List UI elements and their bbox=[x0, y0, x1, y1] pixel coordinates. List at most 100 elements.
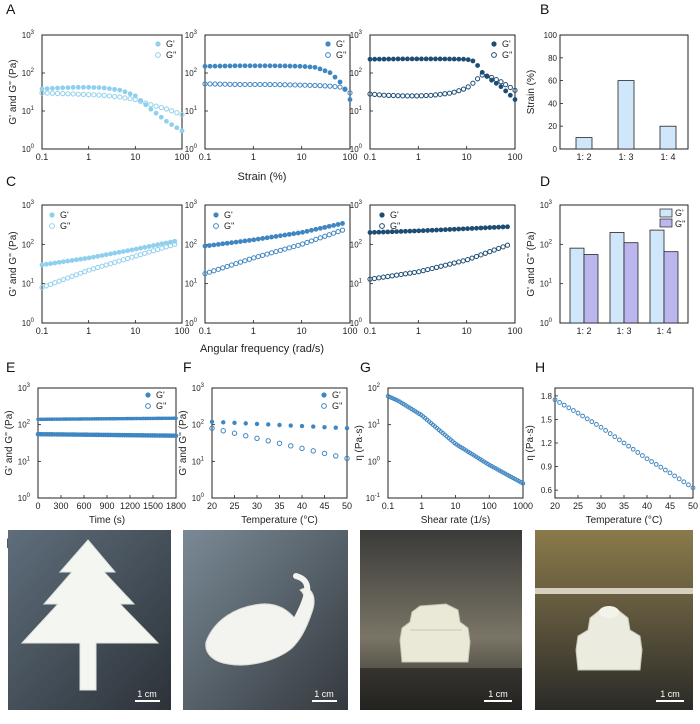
gprime-point bbox=[337, 79, 343, 85]
gprime-point bbox=[273, 234, 279, 239]
gdouble-point bbox=[137, 252, 144, 258]
gdouble-point bbox=[233, 260, 239, 267]
gprime-point bbox=[163, 240, 169, 246]
viscosity-point bbox=[681, 479, 687, 485]
photo-mouse-print: 1 cm bbox=[183, 530, 348, 710]
x-tick-label: 10 bbox=[297, 326, 307, 336]
x-tick-label: 1 bbox=[416, 326, 421, 336]
gdouble-point bbox=[54, 90, 61, 97]
gprime-point bbox=[461, 56, 466, 62]
gprime-point bbox=[215, 242, 221, 247]
gprime-point bbox=[138, 245, 143, 251]
viscosity-point bbox=[653, 461, 659, 467]
gprime-point bbox=[112, 86, 117, 92]
gdouble-point bbox=[237, 259, 244, 265]
viscosity-point bbox=[617, 437, 622, 443]
y-tick-label: 100 bbox=[192, 493, 205, 503]
gprime-point bbox=[146, 244, 152, 249]
gdouble-point bbox=[333, 453, 339, 459]
gdouble-point bbox=[209, 425, 215, 431]
panel-letter-a: A bbox=[6, 1, 16, 17]
scale-bar-i: 1 cm bbox=[137, 689, 157, 699]
gdouble-point bbox=[367, 91, 373, 97]
chart-c1: 0.1 1 10 100 100 101 102 103 G' and G'' (Pa) G'G'… bbox=[8, 200, 190, 336]
gdouble-point bbox=[322, 83, 328, 89]
y-tick-label: 100 bbox=[185, 318, 198, 328]
gprime-point bbox=[496, 224, 502, 230]
gprime-point bbox=[86, 255, 92, 261]
gdouble-point bbox=[101, 92, 107, 98]
viscosity-point bbox=[603, 428, 608, 433]
gdouble-point bbox=[232, 81, 238, 87]
panel-letter-g: G bbox=[360, 359, 371, 375]
gprime-point bbox=[129, 247, 135, 253]
chart-b: 0 20 40 60 80 100 Strain (%) 1: 2 1: 3 1: 4 bbox=[526, 31, 689, 162]
y-tick-label: 101 bbox=[350, 106, 363, 116]
viscosity-point bbox=[612, 434, 618, 440]
y-tick-label: 102 bbox=[22, 68, 35, 78]
gdouble-point bbox=[312, 82, 318, 89]
legend-label-gdouble: G'' bbox=[390, 221, 401, 231]
gprime-point bbox=[86, 84, 92, 90]
gdouble-point bbox=[150, 248, 156, 254]
gprime-point bbox=[95, 253, 101, 259]
gdouble-point bbox=[308, 238, 315, 244]
gdouble-point bbox=[451, 89, 457, 95]
gdouble-point bbox=[86, 92, 92, 98]
gdouble-point bbox=[409, 93, 415, 99]
x-tick-label: 100 bbox=[507, 326, 522, 336]
gdouble-point bbox=[179, 112, 185, 118]
gprime-point bbox=[447, 56, 452, 62]
gprime-point bbox=[82, 256, 88, 261]
gdouble-point bbox=[460, 86, 467, 92]
viscosity-point bbox=[552, 397, 558, 403]
gdouble-point bbox=[469, 255, 475, 261]
gdouble-point bbox=[347, 90, 353, 96]
y-axis-label: G' and G'' (Pa) bbox=[526, 231, 537, 296]
gprime-point bbox=[460, 226, 466, 232]
legend-label-gprime: G' bbox=[166, 39, 175, 49]
gprime-point bbox=[333, 425, 338, 430]
gprime-point bbox=[39, 262, 45, 268]
gdouble-point bbox=[243, 433, 249, 439]
gprime-point bbox=[491, 224, 497, 230]
gdouble-point bbox=[416, 269, 422, 275]
x-tick-label: 20 bbox=[550, 501, 560, 511]
gprime-point bbox=[232, 63, 238, 69]
gprime-point bbox=[409, 56, 415, 62]
y-tick-label: 103 bbox=[18, 383, 31, 393]
legend-swatch-gdouble bbox=[659, 218, 673, 228]
legend-marker-gprime bbox=[379, 212, 385, 218]
plot-frame bbox=[204, 204, 351, 324]
legend-label-gprime: G' bbox=[224, 210, 233, 220]
x-axis-label: Time (s) bbox=[89, 515, 125, 526]
y-tick-label: 0 bbox=[553, 145, 558, 154]
gdouble-point bbox=[376, 92, 382, 98]
y-axis-label: G' and G'' (Pa) bbox=[8, 59, 19, 124]
gprime-point bbox=[255, 236, 261, 242]
gprime-point bbox=[317, 66, 323, 72]
chart-f: 20 25 30 35 40 45 50 100 101 102 103 G' and G'' (Pa… bbox=[178, 383, 352, 526]
gprime-point bbox=[381, 56, 387, 62]
gprime-point bbox=[65, 85, 71, 91]
gdouble-point bbox=[512, 87, 518, 93]
gdouble-point bbox=[411, 269, 417, 276]
gdouble-point bbox=[117, 94, 123, 100]
gprime-point bbox=[434, 227, 439, 233]
gdouble-point bbox=[372, 91, 378, 98]
x-tick-label: 300 bbox=[53, 501, 68, 511]
gprime-point bbox=[423, 56, 429, 62]
category-label: 1: 4 bbox=[656, 326, 671, 336]
gdouble-point bbox=[390, 92, 396, 99]
gdouble-point bbox=[414, 93, 420, 99]
gdouble-point bbox=[251, 255, 257, 261]
gprime-point bbox=[260, 236, 266, 241]
legend-label-gprime: G' bbox=[390, 210, 399, 220]
gprime-point bbox=[322, 68, 328, 74]
chart-a2: 0.1 1 10 100 100 101 102 103 G'G'' bbox=[185, 30, 358, 162]
gprime-point bbox=[389, 229, 395, 235]
gprime-point bbox=[380, 229, 386, 235]
gdouble-point bbox=[447, 261, 453, 267]
plot-frame bbox=[554, 387, 694, 499]
